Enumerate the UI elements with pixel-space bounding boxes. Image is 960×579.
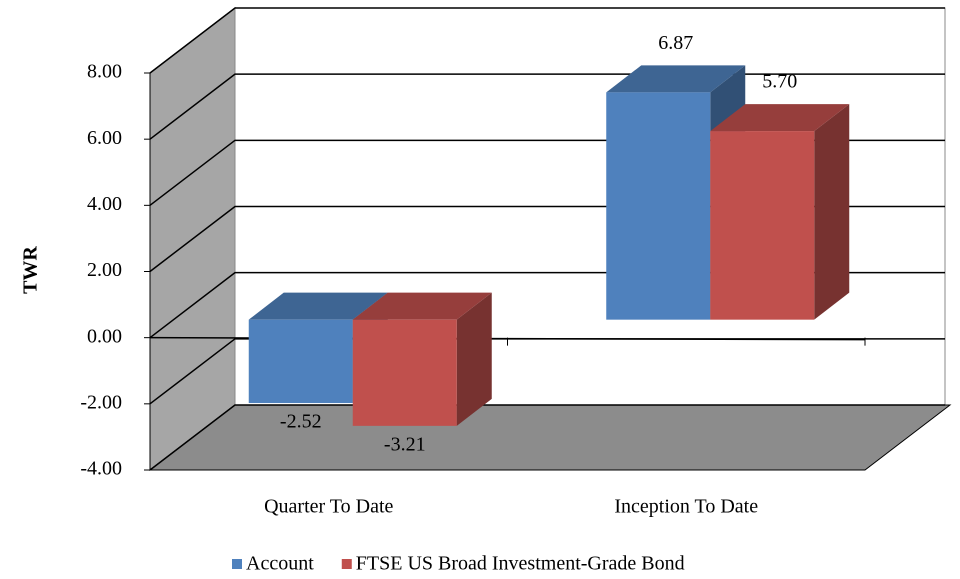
bar-side [814, 104, 850, 320]
y-tick-label: 8.00 [87, 61, 122, 83]
legend-swatch [232, 559, 242, 569]
y-tick-label: 4.00 [87, 193, 122, 215]
y-axis-label: TWR [20, 246, 42, 294]
bar [248, 319, 353, 404]
y-tick-label: -2.00 [80, 391, 122, 413]
y-tick-label: -4.00 [80, 458, 122, 480]
grid-line [149, 404, 945, 471]
value-label: -3.21 [384, 433, 426, 455]
x-tick-label: Quarter To Date [264, 496, 393, 518]
bar-top [606, 65, 746, 93]
bar-side [456, 292, 492, 426]
bar [710, 131, 815, 320]
y-tick-label: 6.00 [87, 127, 122, 149]
legend-label: FTSE US Broad Investment-Grade Bond [356, 553, 685, 575]
bar-top [710, 104, 850, 132]
y-tick-label: 2.00 [87, 259, 122, 281]
bar-top [248, 292, 388, 320]
value-label: -2.52 [280, 411, 322, 433]
y-tick-label: 0.00 [87, 325, 122, 347]
value-label: 5.70 [762, 71, 797, 93]
x-tick-label: Inception To Date [614, 496, 758, 518]
grid-line [149, 7, 945, 74]
bar [606, 92, 711, 320]
value-label: 6.87 [658, 32, 693, 54]
legend-swatch [341, 559, 352, 569]
bar [352, 319, 457, 426]
floor [148, 404, 952, 471]
legend-label: Account [246, 553, 314, 575]
bar-top [352, 292, 492, 320]
